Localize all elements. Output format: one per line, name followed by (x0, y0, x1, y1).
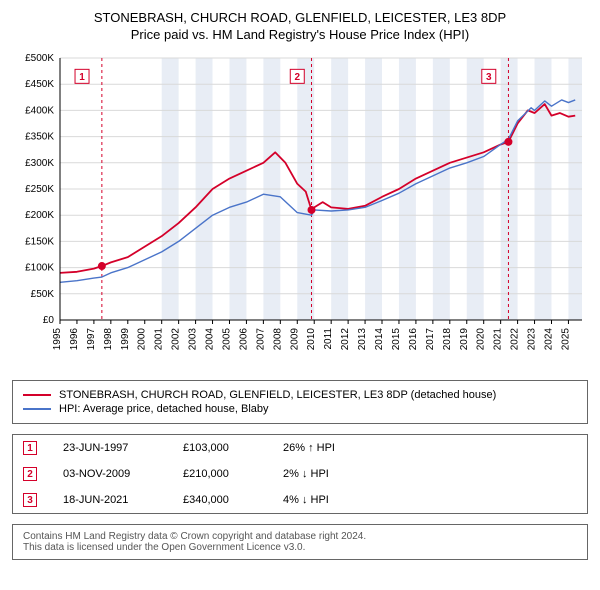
svg-text:2006: 2006 (238, 328, 249, 351)
svg-text:£0: £0 (43, 315, 55, 326)
event-marker: 3 (23, 493, 37, 507)
title-block: STONEBRASH, CHURCH ROAD, GLENFIELD, LEIC… (12, 10, 588, 42)
event-date: 03-NOV-2009 (63, 468, 183, 480)
svg-text:1998: 1998 (103, 328, 114, 351)
svg-text:£300K: £300K (25, 158, 54, 169)
event-marker: 1 (23, 441, 37, 455)
event-price: £340,000 (183, 494, 283, 506)
svg-text:£200K: £200K (25, 210, 54, 221)
legend: STONEBRASH, CHURCH ROAD, GLENFIELD, LEIC… (12, 380, 588, 424)
legend-row: STONEBRASH, CHURCH ROAD, GLENFIELD, LEIC… (23, 389, 577, 401)
event-delta: 26% ↑ HPI (283, 442, 577, 454)
event-date: 23-JUN-1997 (63, 442, 183, 454)
legend-label: STONEBRASH, CHURCH ROAD, GLENFIELD, LEIC… (59, 389, 496, 401)
event-price: £210,000 (183, 468, 283, 480)
svg-text:£400K: £400K (25, 105, 54, 116)
svg-text:2021: 2021 (493, 328, 504, 351)
figure-container: STONEBRASH, CHURCH ROAD, GLENFIELD, LEIC… (0, 0, 600, 568)
svg-text:2001: 2001 (154, 328, 165, 351)
svg-text:2015: 2015 (391, 328, 402, 351)
svg-text:1996: 1996 (69, 328, 80, 351)
credits-line2: This data is licensed under the Open Gov… (23, 542, 577, 553)
svg-text:2005: 2005 (221, 328, 232, 351)
svg-text:2004: 2004 (205, 328, 216, 351)
svg-text:2002: 2002 (171, 328, 182, 351)
chart-svg: £0 £50K £100K £150K £200K £250K £300K £350K £400… (12, 50, 588, 370)
event-row: 2 03-NOV-2009£210,0002% ↓ HPI (13, 461, 587, 487)
title-address: STONEBRASH, CHURCH ROAD, GLENFIELD, LEIC… (12, 10, 588, 25)
svg-text:£100K: £100K (25, 263, 54, 274)
svg-text:2009: 2009 (289, 328, 300, 351)
svg-text:£500K: £500K (25, 53, 54, 64)
event-price: £103,000 (183, 442, 283, 454)
svg-text:£350K: £350K (25, 132, 54, 143)
event-row: 3 18-JUN-2021£340,0004% ↓ HPI (13, 487, 587, 513)
svg-text:2017: 2017 (425, 328, 436, 351)
svg-text:2008: 2008 (272, 328, 283, 351)
svg-text:£50K: £50K (31, 289, 55, 300)
svg-text:£250K: £250K (25, 184, 54, 195)
credits-line1: Contains HM Land Registry data © Crown c… (23, 531, 577, 542)
svg-text:2016: 2016 (408, 328, 419, 351)
svg-text:1: 1 (79, 72, 85, 83)
svg-text:2023: 2023 (527, 328, 538, 351)
svg-text:2014: 2014 (374, 328, 385, 351)
svg-text:2020: 2020 (476, 328, 487, 351)
svg-text:2010: 2010 (306, 328, 317, 351)
svg-text:3: 3 (486, 72, 492, 83)
svg-text:1999: 1999 (120, 328, 131, 351)
legend-swatch (23, 408, 51, 410)
svg-text:1997: 1997 (86, 328, 97, 351)
svg-text:2013: 2013 (357, 328, 368, 351)
credits: Contains HM Land Registry data © Crown c… (12, 524, 588, 560)
event-marker: 2 (23, 467, 37, 481)
svg-text:2025: 2025 (560, 328, 571, 351)
svg-text:1995: 1995 (52, 328, 63, 351)
svg-text:2019: 2019 (459, 328, 470, 351)
svg-text:2: 2 (294, 72, 300, 83)
svg-text:2000: 2000 (137, 328, 148, 351)
event-delta: 4% ↓ HPI (283, 494, 577, 506)
svg-text:2018: 2018 (442, 328, 453, 351)
svg-text:2003: 2003 (188, 328, 199, 351)
svg-text:2012: 2012 (340, 328, 351, 351)
legend-swatch (23, 394, 51, 396)
event-row: 1 23-JUN-1997£103,00026% ↑ HPI (13, 435, 587, 461)
svg-text:2011: 2011 (323, 328, 334, 350)
events-table: 1 23-JUN-1997£103,00026% ↑ HPI 2 03-NOV-200… (12, 434, 588, 514)
event-date: 18-JUN-2021 (63, 494, 183, 506)
svg-text:£450K: £450K (25, 79, 54, 90)
svg-text:2024: 2024 (543, 328, 554, 351)
svg-text:2022: 2022 (510, 328, 521, 351)
chart: £0 £50K £100K £150K £200K £250K £300K £350K £400… (12, 50, 588, 370)
legend-row: HPI: Average price, detached house, Blab… (23, 403, 577, 415)
svg-text:£150K: £150K (25, 236, 54, 247)
title-subtitle: Price paid vs. HM Land Registry's House … (12, 27, 588, 42)
event-delta: 2% ↓ HPI (283, 468, 577, 480)
legend-label: HPI: Average price, detached house, Blab… (59, 403, 269, 415)
svg-text:2007: 2007 (255, 328, 266, 351)
